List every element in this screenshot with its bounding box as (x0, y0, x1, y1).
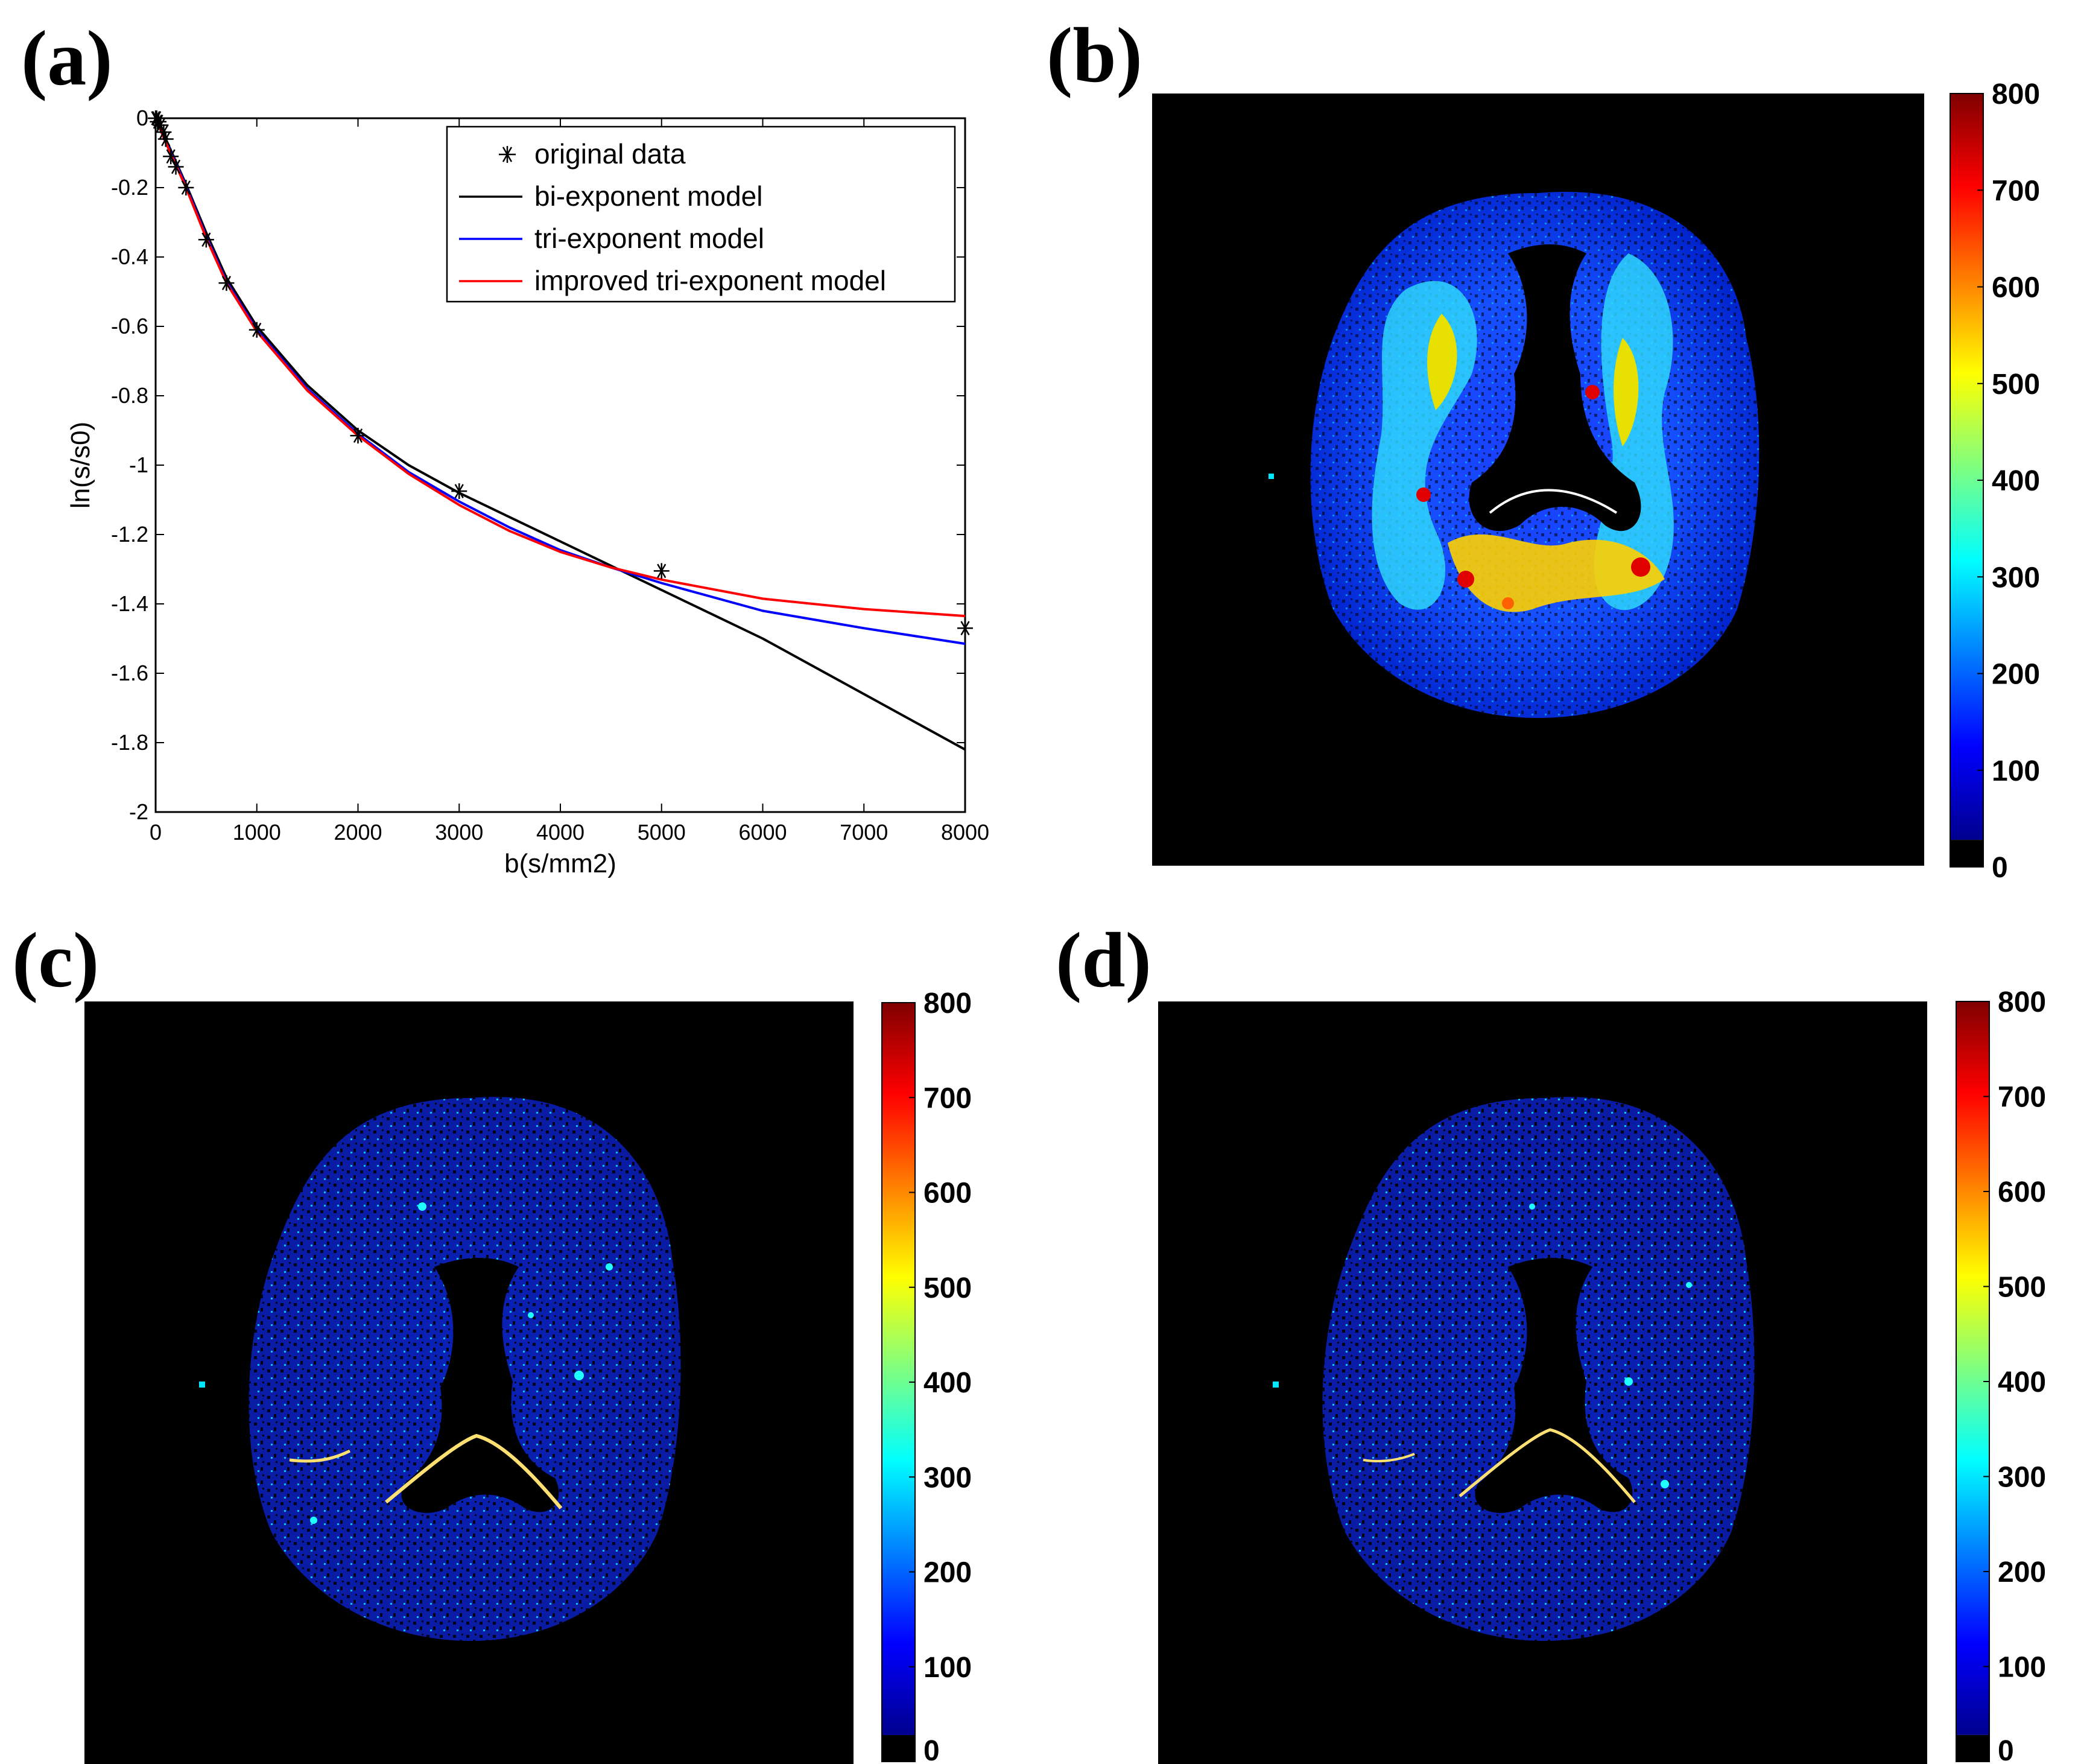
map-b-dot (1269, 474, 1274, 479)
y-tick-label: -1 (129, 452, 148, 477)
data-point (198, 232, 214, 248)
colorbar-tick-label: 400 (1992, 465, 2040, 497)
colorbar-tick-label: 500 (1992, 369, 2040, 401)
colorbar-b: 0 100 200 300 400 500 600 700 800 (1950, 78, 2040, 884)
map-d-brain (1322, 1097, 1755, 1641)
colorbar-zero-band (1950, 840, 1983, 867)
plot-series (148, 110, 973, 751)
colorbar-tick-label: 100 (1992, 755, 2040, 787)
colorbar-tick-label: 400 (923, 1367, 972, 1399)
colorbar-tick-label: 800 (923, 988, 972, 1020)
y-tick-label: -2 (129, 799, 148, 824)
map-d-dot (1273, 1382, 1279, 1388)
colorbar-tick-label: 800 (1998, 986, 2046, 1018)
colorbar-tick-label: 700 (1998, 1082, 2046, 1114)
colorbar-tick-label: 500 (923, 1272, 972, 1304)
x-tick-label: 8000 (941, 820, 989, 845)
data-point (178, 180, 194, 195)
colorbar-gradient (882, 1003, 915, 1735)
x-tick-label: 2000 (334, 820, 382, 845)
data-point (957, 620, 973, 636)
y-axis-label: ln(s/s0) (66, 422, 95, 509)
colorbar-gradient (1956, 1001, 1989, 1735)
data-point (350, 428, 366, 444)
colorbar-tick-label: 300 (923, 1462, 972, 1494)
colorbar-tick-label: 300 (1992, 562, 2040, 594)
panel-letter-b: (b) (1047, 12, 1142, 99)
colorbar-c: 0 100 200 300 400 500 600 700 800 (881, 988, 972, 1764)
legend-entry: tri-exponent model (459, 223, 764, 254)
x-tick-label: 7000 (840, 820, 888, 845)
x-tick-label: 6000 (738, 820, 787, 845)
data-point (249, 322, 265, 338)
legend-label: tri-exponent model (534, 223, 764, 254)
legend-label: original data (534, 138, 686, 170)
colorbar-tick-label: 600 (1992, 272, 2040, 304)
colorbar-tick-label: 0 (1998, 1735, 2014, 1764)
y-tick-label: -1.8 (111, 730, 148, 755)
legend-label: improved tri-exponent model (534, 265, 886, 296)
colorbar-tick-label: 700 (1992, 175, 2040, 207)
y-tick-label: -1.4 (111, 591, 148, 616)
panel-a: (a) 0 1000 2000 3000 4000 5000 6000 7000 8000 0 -0… (21, 15, 989, 878)
colorbar-tick-label: 600 (1998, 1176, 2046, 1208)
data-point (451, 483, 467, 500)
colorbar-tick-label: 400 (1998, 1366, 2046, 1398)
x-tick-label: 1000 (233, 820, 281, 845)
colorbar-tick-label: 100 (923, 1652, 972, 1684)
y-tick-label: -1.2 (111, 522, 148, 547)
legend-label: bi-exponent model (534, 180, 762, 212)
y-tick-label: -0.8 (111, 383, 148, 408)
panel-b: (b) 0 100 200 300 400 500 600 700 800 (1047, 12, 2040, 884)
y-tick-label: -0.6 (111, 314, 148, 338)
colorbar-tick-label: 100 (1998, 1652, 2046, 1684)
colorbar-tick-label: 800 (1992, 78, 2040, 110)
y-tick-label: -0.2 (111, 175, 148, 200)
colorbar-zero-band (882, 1734, 915, 1762)
colorbar-tick-label: 200 (923, 1557, 972, 1589)
panel-c: (c) 0 100 200 300 400 500 600 700 800 (12, 917, 972, 1764)
x-tick-label: 3000 (435, 820, 483, 845)
legend: original data bi-exponent model tri-expone… (446, 125, 956, 303)
panel-d: (d) 0 100 200 300 400 500 600 700 800 (1056, 917, 2046, 1764)
data-point (653, 563, 670, 579)
colorbar-tick-label: 0 (923, 1735, 940, 1764)
legend-entry: original data (499, 138, 686, 170)
colorbar-tick-label: 500 (1998, 1272, 2046, 1304)
colorbar-d: 0 100 200 300 400 500 600 700 800 (1956, 986, 2046, 1764)
colorbar-tick-label: 200 (1998, 1556, 2046, 1588)
legend-entry: bi-exponent model (459, 180, 762, 212)
data-point (218, 275, 235, 291)
legend-entry: improved tri-exponent model (459, 265, 886, 296)
data-point (157, 131, 174, 147)
y-tick-label: -1.6 (111, 661, 148, 685)
data-point (168, 159, 184, 175)
x-tick-label: 0 (150, 820, 162, 845)
y-tick-label: 0 (136, 106, 148, 130)
x-tick-label: 4000 (536, 820, 584, 845)
panel-letter-c: (c) (12, 917, 99, 1004)
colorbar-tick-label: 600 (923, 1178, 972, 1210)
y-tick-label: -0.4 (111, 244, 148, 269)
x-tick-label: 5000 (638, 820, 686, 845)
chart-a: 0 1000 2000 3000 4000 5000 6000 7000 8000 0 -0.2 -0… (66, 106, 989, 878)
panel-letter-a: (a) (21, 15, 113, 102)
colorbar-tick-label: 700 (923, 1082, 972, 1114)
colorbar-tick-label: 0 (1992, 852, 2008, 884)
colorbar-zero-band (1956, 1734, 1989, 1762)
map-c-dot (199, 1382, 205, 1388)
colorbar-gradient (1950, 94, 1983, 840)
map-b-brain (1310, 191, 1760, 718)
x-axis-label: b(s/mm2) (504, 849, 616, 878)
data-point (163, 148, 179, 165)
panel-letter-d: (d) (1056, 917, 1151, 1004)
colorbar-tick-label: 300 (1998, 1462, 2046, 1494)
map-c-brain (249, 1097, 681, 1641)
colorbar-tick-label: 200 (1992, 659, 2040, 691)
